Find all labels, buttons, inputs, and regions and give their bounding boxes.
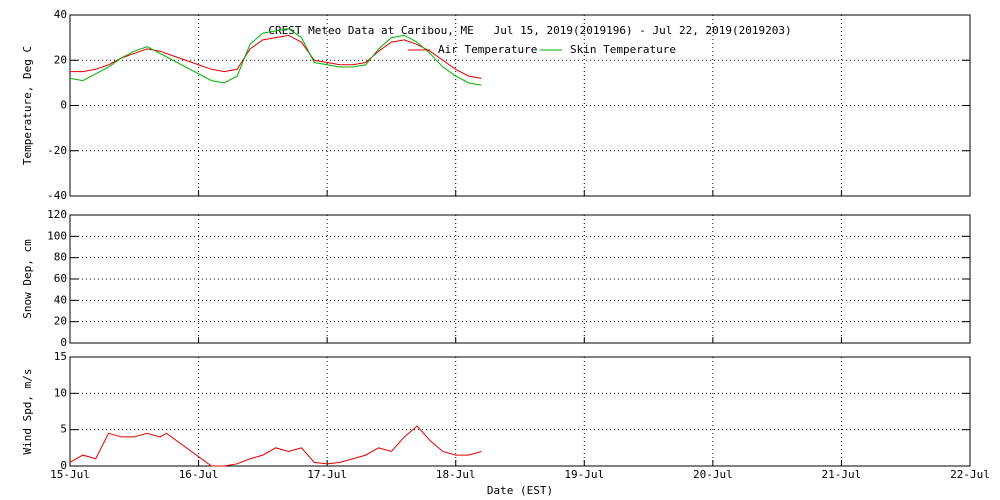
y-tick-label: 60 [54, 272, 67, 285]
y-tick-label: 15 [54, 350, 67, 363]
legend-label: Skin Temperature [570, 43, 676, 56]
y-axis-label: Snow Dep, cm [21, 239, 34, 319]
x-tick-label: 17-Jul [307, 468, 347, 481]
y-tick-label: 0 [60, 99, 67, 112]
y-tick-label: 40 [54, 8, 67, 21]
y-tick-label: 20 [54, 53, 67, 66]
plot-frame [69, 356, 971, 467]
data-line [69, 425, 482, 467]
x-tick-label: 21-Jul [822, 468, 862, 481]
x-tick-label: 18-Jul [436, 468, 476, 481]
x-tick-label: 15-Jul [50, 468, 90, 481]
y-tick-label: 10 [54, 386, 67, 399]
x-tick-label: 20-Jul [693, 468, 733, 481]
y-axis-label: Temperature, Deg C [21, 46, 34, 165]
y-tick-label: 80 [54, 251, 67, 264]
y-tick-label: 5 [60, 423, 67, 436]
y-tick-label: -20 [47, 144, 67, 157]
y-tick-label: 120 [47, 208, 67, 221]
y-tick-label: 100 [47, 229, 67, 242]
data-line [70, 34, 482, 79]
y-tick-label: 0 [60, 336, 67, 349]
y-tick-label: 0 [60, 459, 67, 472]
y-tick-label: 40 [54, 293, 67, 306]
x-tick-label: 16-Jul [179, 468, 219, 481]
x-tick-label: 19-Jul [564, 468, 604, 481]
y-tick-label: -40 [47, 189, 67, 202]
y-tick-label: 20 [54, 315, 67, 328]
y-axis-label: Wind Spd, m/s [21, 368, 34, 454]
x-axis-label: Date (EST) [487, 484, 553, 497]
legend-label: Air Temperature [438, 43, 537, 56]
chart-title: CREST Meteo Data at Caribou, ME Jul 15, … [268, 24, 791, 37]
x-tick-label: 22-Jul [950, 468, 990, 481]
data-line [69, 28, 482, 86]
